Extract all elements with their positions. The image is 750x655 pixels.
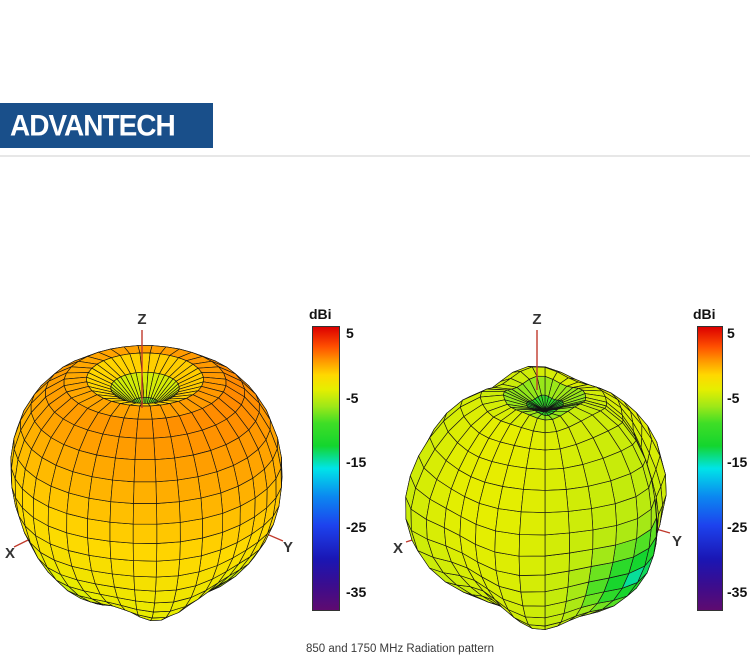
colorbar-title: dBi — [309, 306, 332, 322]
colorbar-tick: -15 — [346, 454, 367, 470]
colorbar-tick: -35 — [346, 584, 367, 600]
colorbar-tick: -5 — [346, 390, 359, 406]
colorbar-title: dBi — [693, 306, 716, 322]
colorbar-tick: 5 — [727, 325, 735, 341]
x-axis-label: X — [393, 540, 403, 557]
advantech-logo: ADVANTECH — [0, 103, 213, 148]
colorbar-tick: -15 — [727, 454, 748, 470]
figure-caption: 850 and 1750 MHz Radiation pattern — [306, 643, 494, 655]
colorbar-tick: 5 — [346, 325, 354, 341]
colorbar-tick: -35 — [727, 584, 748, 600]
colorbar-tick: -5 — [727, 390, 740, 406]
figure-1750mhz-pattern: Z X Y dBi 5 -5 -15 -25 -35 — [390, 300, 750, 640]
colorbar-tick: -25 — [346, 519, 367, 535]
header-divider — [0, 155, 750, 157]
advantech-logo-text: ADVANTECH — [10, 108, 176, 142]
radiation-pattern-3d-plot-left: Z X Y — [5, 311, 293, 621]
colorbar-gradient — [312, 326, 340, 611]
radiation-pattern-3d-plot-right: Z X Y — [393, 311, 682, 630]
z-axis-label: Z — [532, 311, 541, 328]
y-axis-label: Y — [283, 539, 293, 556]
y-axis-label: Y — [672, 533, 682, 550]
x-axis-label: X — [5, 545, 15, 562]
colorbar-tick: -25 — [727, 519, 748, 535]
colorbar-gradient — [697, 326, 723, 611]
z-axis-label: Z — [137, 311, 146, 328]
figure-850mhz-pattern: Z X Y dBi 5 -5 -15 -25 -35 — [0, 300, 372, 640]
